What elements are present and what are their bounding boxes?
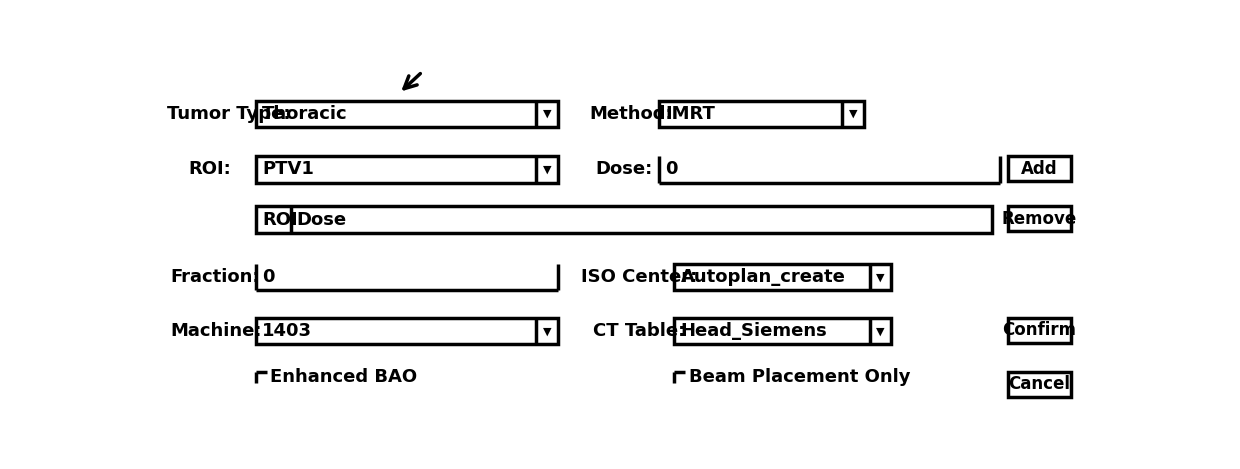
Text: PTV1: PTV1 (262, 160, 314, 179)
Text: Autoplan_create: Autoplan_create (681, 268, 846, 286)
Text: Dose: Dose (296, 211, 347, 228)
Text: Confirm: Confirm (1002, 321, 1076, 340)
Text: ROI:: ROI: (188, 160, 231, 179)
Text: ISO Center:: ISO Center: (582, 268, 697, 286)
Text: Machine:: Machine: (171, 322, 262, 340)
Bar (255, 206, 992, 233)
Text: Fraction:: Fraction: (171, 268, 260, 286)
Text: Enhanced BAO: Enhanced BAO (270, 368, 418, 386)
Bar (1007, 156, 1071, 181)
Bar (1007, 206, 1071, 231)
Bar (255, 318, 558, 344)
Text: Beam Placement Only: Beam Placement Only (689, 368, 910, 386)
Text: ▼: ▼ (543, 165, 552, 174)
Text: 0: 0 (262, 268, 274, 286)
Bar (1007, 372, 1071, 397)
Bar (675, 264, 892, 290)
Text: ROI: ROI (262, 211, 298, 228)
Text: ▼: ▼ (849, 109, 858, 119)
Text: ▼: ▼ (877, 326, 884, 336)
Bar (658, 101, 864, 127)
Bar (255, 101, 558, 127)
Bar (255, 156, 558, 182)
Bar (675, 318, 892, 344)
Text: ▼: ▼ (543, 109, 552, 119)
Text: Cancel: Cancel (1008, 375, 1070, 393)
Text: 1403: 1403 (262, 322, 312, 340)
Text: IMRT: IMRT (665, 105, 714, 123)
Text: Add: Add (1021, 160, 1058, 178)
Bar (1007, 318, 1071, 343)
Text: ▼: ▼ (877, 272, 884, 282)
Text: Thoracic: Thoracic (262, 105, 347, 123)
Text: Tumor Type:: Tumor Type: (166, 105, 290, 123)
Text: ▼: ▼ (543, 326, 552, 336)
Text: Method:: Method: (589, 105, 672, 123)
Text: Dose:: Dose: (595, 160, 652, 179)
Text: Head_Siemens: Head_Siemens (681, 322, 827, 340)
Text: CT Table:: CT Table: (593, 322, 686, 340)
Text: 0: 0 (665, 160, 677, 179)
Text: Remove: Remove (1002, 210, 1076, 228)
